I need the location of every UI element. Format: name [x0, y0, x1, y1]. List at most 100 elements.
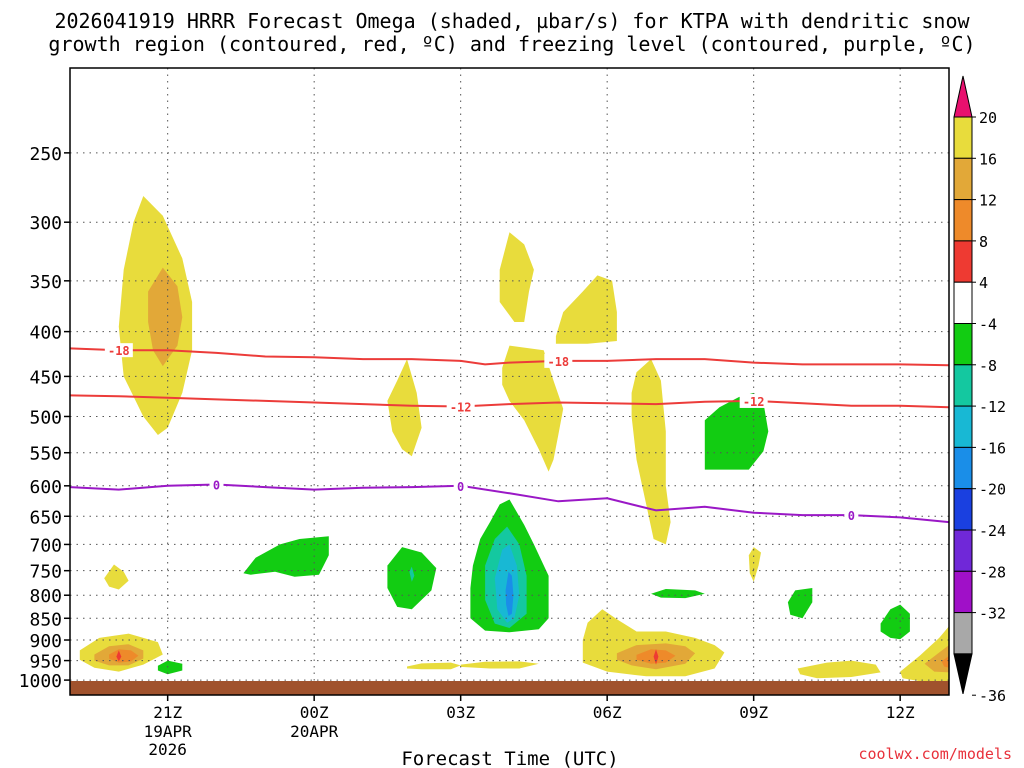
contour-label-2-1: 0: [457, 480, 464, 494]
omega-region-6: [116, 650, 122, 662]
y-tick-label-450: 450: [29, 367, 62, 388]
omega-region-12: [407, 662, 461, 670]
colorbar-label-8: -16: [979, 439, 1006, 457]
colorbar-bin-7: [953, 405, 973, 448]
y-tick-label-650: 650: [29, 507, 62, 528]
omega-region-20: [505, 571, 514, 616]
contour-label-bg-2-1: [453, 478, 468, 493]
contour-label-1-0: -12: [450, 400, 472, 414]
x-tick-label-00Z: 00Z: [300, 703, 329, 722]
y-tick-label-350: 350: [29, 272, 62, 293]
omega-region-7: [157, 660, 183, 675]
x-tick-label-03Z: 03Z: [446, 703, 475, 722]
colorbar-bin-10: [953, 529, 973, 572]
x-tick-label-09Z: 09Z: [739, 703, 768, 722]
contour-label-bg-1-0: [446, 399, 475, 414]
colorbar-bin-8: [953, 446, 973, 490]
omega-region-15: [502, 345, 564, 472]
y-tick-label-550: 550: [29, 444, 62, 465]
colorbar-label-9: -20: [979, 481, 1006, 499]
colorbar-label-13: -36: [979, 687, 1006, 705]
contour-label-bg-0-1: [544, 353, 573, 368]
colorbar-label-12: -32: [979, 605, 1006, 623]
colorbar-label-10: -24: [979, 522, 1006, 540]
omega-region-11: [387, 359, 422, 457]
x-tick-year-21Z: 2026: [148, 740, 187, 759]
y-tick-label-850: 850: [29, 609, 62, 630]
omega-region-13: [460, 661, 539, 669]
contour-lines: -18 -18 -12 -12 0 0 0: [69, 343, 950, 524]
colorbar-label-6: -8: [979, 357, 997, 375]
contour-label-2-2: 0: [848, 509, 855, 523]
omega-region-10: [409, 566, 415, 582]
colorbar-bin-11: [953, 570, 973, 614]
omega-region-28: [704, 392, 769, 470]
grid-lines: [70, 68, 949, 695]
colorbar: 20 16 12 8 4 -4 -8 -12 -16 -20 -24 -28 -32 -36: [953, 75, 1006, 705]
plot-frame: [69, 67, 950, 696]
omega-shading: [79, 196, 949, 684]
y-tick-label-800: 800: [29, 586, 62, 607]
y-tick-label-500: 500: [29, 407, 62, 428]
colorbar-label-0: 20: [979, 109, 997, 127]
y-tick-label-250: 250: [29, 144, 62, 165]
contour-label-2-0: 0: [213, 479, 220, 493]
omega-region-1: [148, 267, 183, 367]
omega-region-33: [924, 645, 949, 673]
colorbar-bottom-arrow: [953, 653, 973, 695]
x-tick-label-21Z: 21Z: [153, 703, 182, 722]
colorbar-label-4: 4: [979, 274, 988, 292]
omega-region-16: [555, 275, 617, 344]
colorbar-label-11: -28: [979, 563, 1006, 581]
omega-region-5: [109, 649, 139, 663]
colorbar-bin-4: [953, 281, 973, 325]
colorbar-label-3: 8: [979, 233, 988, 251]
contour-label-bg-1-1: [739, 393, 768, 408]
omega-region-26: [651, 589, 705, 599]
colorbar-bin-3: [953, 240, 973, 283]
colorbar-bin-5: [953, 323, 973, 366]
y-tick-label-600: 600: [29, 477, 62, 498]
omega-region-31: [880, 604, 910, 640]
contour-line-0: [69, 347, 950, 367]
omega-region-29: [787, 588, 813, 619]
x-tick-date-21Z: 19APR: [144, 722, 193, 741]
contour-line-1: [69, 394, 950, 409]
x-axis-label: Forecast Time (UTC): [401, 748, 618, 768]
contour-label-1-1: -12: [743, 395, 765, 409]
x-tick-date-00Z: 20APR: [290, 722, 339, 741]
y-tick-label-750: 750: [29, 562, 62, 583]
colorbar-label-7: -12: [979, 398, 1006, 416]
colorbar-label-2: 12: [979, 192, 997, 210]
contour-label-bg-2-2: [844, 508, 859, 523]
site-credit: coolwx.com/models: [858, 745, 1012, 763]
contour-label-0-1: -18: [547, 355, 569, 369]
contour-label-bg-0-0: [104, 343, 133, 358]
colorbar-bin-0: [953, 116, 973, 159]
x-tick-label-12Z: 12Z: [886, 703, 915, 722]
chart-title-line-2: growth region (contoured, red, ºC) and f…: [48, 32, 976, 56]
colorbar-top-arrow: [953, 75, 973, 118]
y-tick-label-900: 900: [29, 631, 62, 652]
colorbar-bin-6: [953, 364, 973, 407]
y-tick-label-1000: 1000: [19, 671, 62, 692]
y-tick-label-700: 700: [29, 535, 62, 556]
contour-label-bg-2-0: [209, 477, 224, 492]
chart-title-line-1: 2026041919 HRRR Forecast Omega (shaded, …: [54, 9, 970, 33]
contour-label-0-0: -18: [108, 344, 130, 358]
omega-region-34: [941, 655, 949, 668]
x-tick-label-06Z: 06Z: [593, 703, 622, 722]
colorbar-bin-9: [953, 488, 973, 531]
omega-region-8: [243, 536, 329, 577]
omega-region-21: [631, 359, 671, 545]
ground-surface: [70, 681, 949, 695]
colorbar-bin-1: [953, 157, 973, 201]
omega-region-30: [797, 660, 881, 679]
colorbar-label-1: 16: [979, 150, 997, 168]
y-tick-label-300: 300: [29, 213, 62, 234]
omega-region-25: [653, 649, 659, 665]
y-tick-label-950: 950: [29, 652, 62, 673]
colorbar-bin-2: [953, 199, 973, 242]
